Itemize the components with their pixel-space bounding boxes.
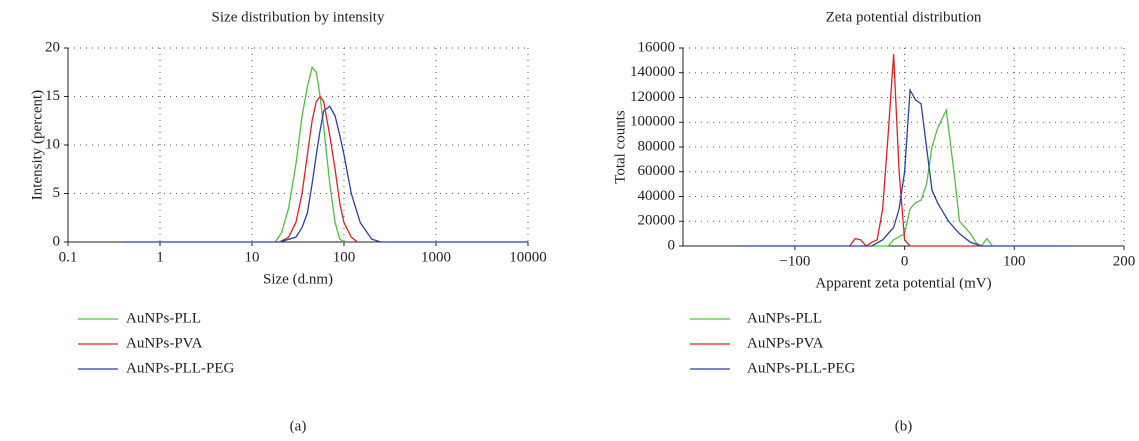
y-tick-label: 5: [53, 185, 61, 201]
y-tick-label: 20: [45, 39, 60, 55]
x-tick-label: −100: [779, 253, 810, 269]
y-tick-label: 60000: [638, 163, 676, 179]
chart-title: Size distribution by intensity: [212, 9, 385, 25]
y-tick-label: 40000: [638, 188, 676, 204]
y-tick-label: 0: [53, 233, 61, 249]
y-tick-label: 140000: [630, 64, 675, 80]
data-line: [279, 95, 358, 243]
x-tick-label: 1000: [421, 249, 451, 265]
data-line: [871, 107, 993, 247]
x-axis-label: Size (d.nm): [263, 271, 333, 287]
x-tick-label: 1: [156, 249, 164, 265]
data-line: [123, 105, 528, 243]
legend-label: AuNPs-PVA: [747, 335, 824, 351]
x-tick-label: 10000: [509, 249, 547, 265]
legend-label: AuNPs-PLL-PEG: [747, 360, 856, 376]
chart-title: Zeta potential distribution: [826, 9, 982, 25]
x-axis-label: Apparent zeta potential (mV): [815, 275, 991, 291]
x-tick-label: 200: [1113, 253, 1136, 269]
caption: (a): [290, 418, 307, 434]
y-tick-label: 10: [45, 136, 60, 152]
x-tick-label: 0.1: [59, 249, 78, 265]
y-tick-label: 16000: [638, 39, 676, 55]
x-tick-label: 100: [333, 249, 356, 265]
y-tick-label: 120000: [630, 89, 675, 105]
x-tick-label: 10: [245, 249, 260, 265]
data-line: [740, 87, 1070, 247]
data-line: [849, 54, 982, 247]
y-tick-label: 20000: [638, 213, 676, 229]
y-tick-label: 100000: [630, 114, 675, 130]
x-tick-label: 100: [1003, 253, 1026, 269]
legend-label: AuNPs-PLL: [747, 310, 822, 326]
y-tick-label: 80000: [638, 138, 676, 154]
y-tick-label: 15: [45, 88, 60, 104]
legend-label: AuNPs-PVA: [126, 335, 203, 351]
caption: (b): [895, 418, 913, 434]
legend-label: AuNPs-PLL-PEG: [126, 360, 235, 376]
y-tick-label: 0: [668, 237, 676, 253]
y-axis-label: Intensity (percent): [29, 90, 45, 200]
legend-label: AuNPs-PLL: [126, 310, 201, 326]
y-axis-label: Total counts: [612, 110, 628, 184]
x-tick-label: 0: [901, 253, 909, 269]
data-line: [274, 66, 345, 243]
